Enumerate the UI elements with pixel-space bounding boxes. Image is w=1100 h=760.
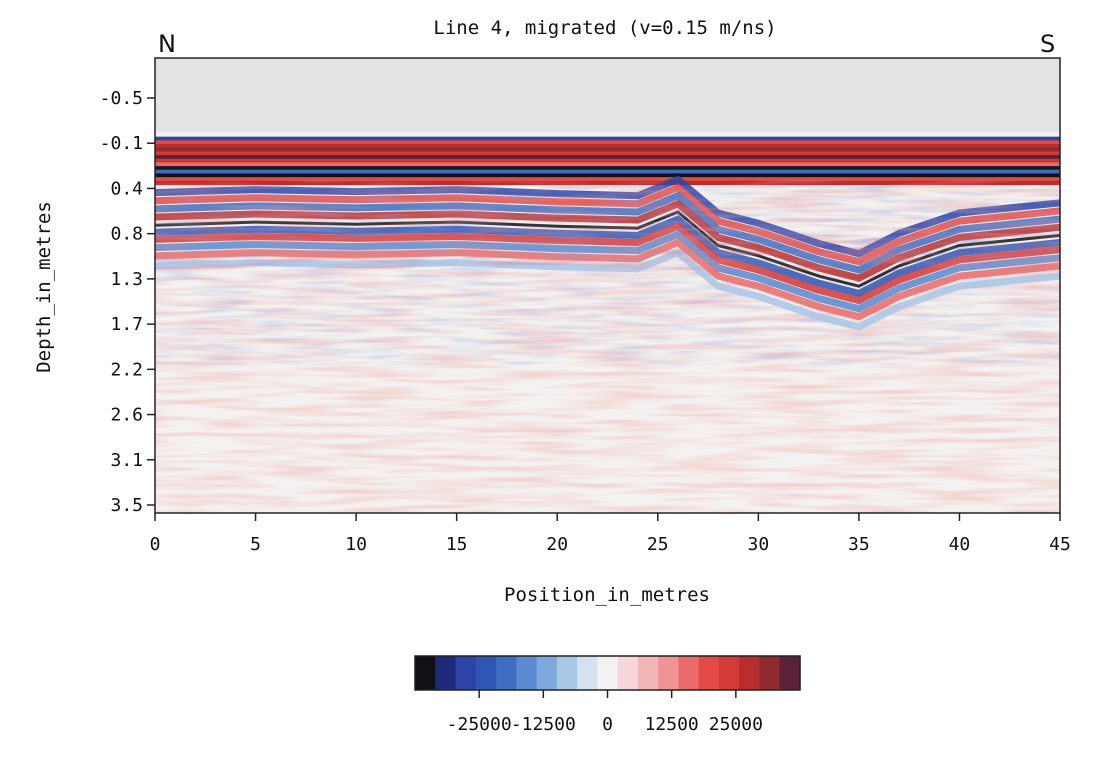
y-tick-label: 1.7 bbox=[110, 314, 143, 335]
y-axis: -0.5 -0.1 0.4 0.8 1.3 1.7 2.2 2.6 3.1 3.5 bbox=[100, 88, 155, 516]
y-tick-label: -0.5 bbox=[100, 88, 143, 109]
direct-wave-band bbox=[155, 169, 1060, 175]
y-tick-label: 3.5 bbox=[110, 495, 143, 516]
colorbar-tick-label: -12500 bbox=[511, 714, 576, 735]
air-region bbox=[155, 58, 1060, 132]
x-tick-label: 40 bbox=[949, 534, 971, 555]
y-tick-label: 0.8 bbox=[110, 224, 143, 245]
colorbar-ticks: -25000 -12500 0 12500 25000 bbox=[447, 690, 763, 735]
direct-wave-band bbox=[155, 162, 1060, 167]
direct-wave-band bbox=[155, 158, 1060, 164]
direct-wave-band bbox=[155, 136, 1060, 141]
colorbar-segment bbox=[759, 656, 781, 690]
direct-wave-band bbox=[155, 173, 1060, 178]
colorbar-segment bbox=[556, 656, 578, 690]
x-axis-label: Position_in_metres bbox=[504, 584, 710, 606]
colorbar-segment bbox=[496, 656, 517, 690]
x-tick-label: 25 bbox=[647, 534, 669, 555]
colorbar-segment bbox=[597, 656, 619, 690]
x-axis: 0 5 10 15 20 25 30 35 40 45 bbox=[150, 513, 1071, 555]
colorbar-tick-label: 0 bbox=[602, 714, 613, 735]
colorbar-segment bbox=[415, 656, 436, 690]
colorbar-tick-label: -25000 bbox=[447, 714, 512, 735]
y-axis-label: Depth_in_metres bbox=[33, 201, 55, 373]
colorbar-segment bbox=[536, 656, 558, 690]
x-tick-label: 5 bbox=[250, 534, 261, 555]
y-tick-label: 2.2 bbox=[110, 359, 143, 380]
direct-wave-band bbox=[155, 155, 1060, 160]
direct-wave-bands bbox=[155, 136, 1060, 186]
x-tick-label: 15 bbox=[446, 534, 468, 555]
colorbar-segment bbox=[455, 656, 477, 690]
x-tick-label: 30 bbox=[747, 534, 769, 555]
direct-wave-band bbox=[155, 151, 1060, 156]
direction-north-label: N bbox=[158, 30, 176, 58]
x-tick-label: 20 bbox=[546, 534, 568, 555]
colorbar-tick-label: 12500 bbox=[645, 714, 699, 735]
colorbar-segment bbox=[435, 656, 457, 690]
y-tick-label: 1.3 bbox=[110, 269, 143, 290]
direct-wave-band bbox=[155, 166, 1060, 171]
colorbar-segment bbox=[577, 656, 598, 690]
x-tick-label: 0 bbox=[150, 534, 161, 555]
colorbar-segment bbox=[739, 656, 761, 690]
direct-wave-band bbox=[155, 147, 1060, 152]
y-tick-label: 2.6 bbox=[110, 405, 143, 426]
colorbar-tick-label: 25000 bbox=[709, 714, 763, 735]
colorbar-segment bbox=[718, 656, 740, 690]
colorbar-segment bbox=[637, 656, 659, 690]
colorbar-segment bbox=[678, 656, 700, 690]
colorbar bbox=[414, 655, 801, 691]
chart-title: Line 4, migrated (v=0.15 m/ns) bbox=[433, 17, 776, 39]
direct-wave-band bbox=[155, 140, 1060, 145]
colorbar-segment bbox=[658, 656, 680, 690]
colorbar-segment bbox=[779, 656, 801, 690]
upper-texture-blue bbox=[155, 185, 1060, 265]
x-tick-label: 35 bbox=[848, 534, 870, 555]
plot-area bbox=[155, 58, 1060, 513]
direct-wave-band bbox=[155, 144, 1060, 149]
x-tick-label: 45 bbox=[1049, 534, 1071, 555]
y-tick-label: 3.1 bbox=[110, 450, 143, 471]
colorbar-segment bbox=[516, 656, 538, 690]
plot-frame bbox=[154, 57, 1061, 514]
direct-wave-band bbox=[155, 177, 1060, 182]
y-tick-label: -0.1 bbox=[100, 133, 143, 154]
y-tick-label: 0.4 bbox=[110, 178, 143, 199]
colorbar-segment bbox=[698, 656, 720, 690]
colorbar-segment bbox=[617, 656, 639, 690]
direction-south-label: S bbox=[1040, 30, 1055, 58]
colorbar-segment bbox=[475, 656, 497, 690]
x-tick-label: 10 bbox=[345, 534, 367, 555]
